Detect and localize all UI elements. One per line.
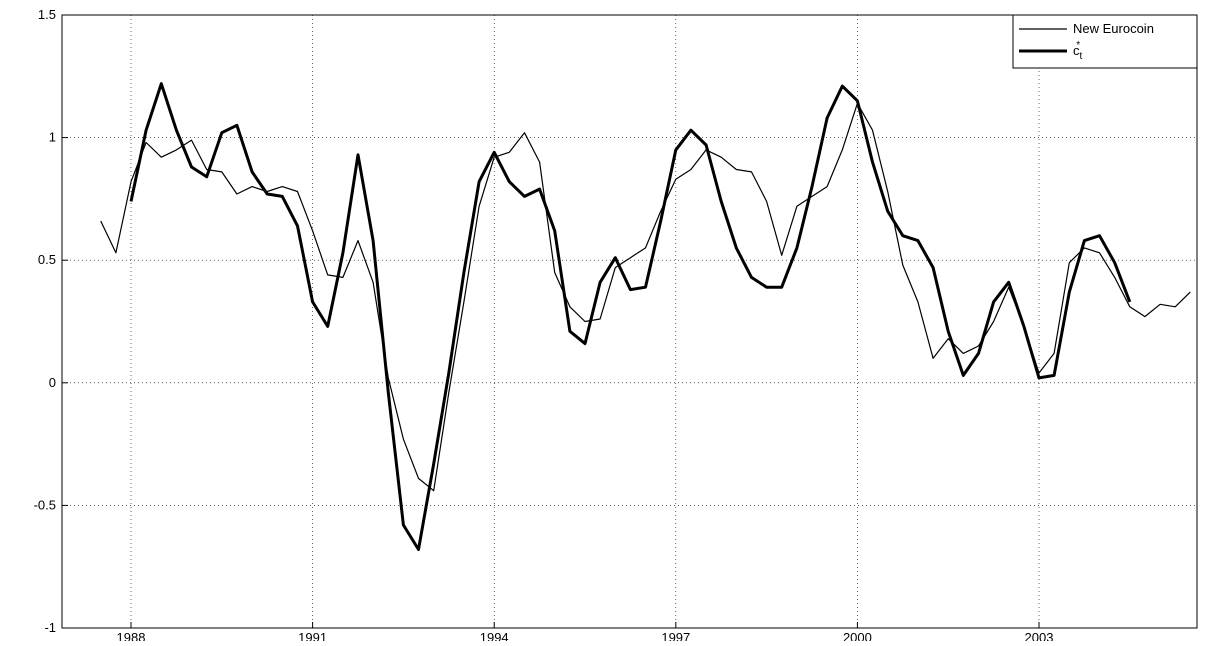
series-line: [100, 102, 1191, 492]
x-tick-label: 2003: [1025, 630, 1054, 641]
x-tick-label: 1991: [298, 630, 327, 641]
legend-box: [1012, 14, 1198, 69]
series-line: [129, 82, 1132, 551]
axes-box: [61, 14, 1198, 629]
y-tick-label: 0: [49, 375, 56, 390]
x-tick-label: 1994: [480, 630, 509, 641]
y-tick-label: 0.5: [38, 252, 56, 267]
legend-label: New Eurocoin: [1073, 21, 1154, 36]
y-tick-label: 1: [49, 130, 56, 145]
x-tick-label: 2000: [843, 630, 872, 641]
legend-label: ct*: [1073, 40, 1083, 62]
x-tick-label: 1997: [661, 630, 690, 641]
y-tick-label: -1: [44, 620, 56, 635]
y-tick-label: -0.5: [34, 497, 56, 512]
plot-area: [62, 15, 1197, 628]
x-tick-label: 1988: [117, 630, 146, 641]
y-tick-label: 1.5: [38, 7, 56, 22]
